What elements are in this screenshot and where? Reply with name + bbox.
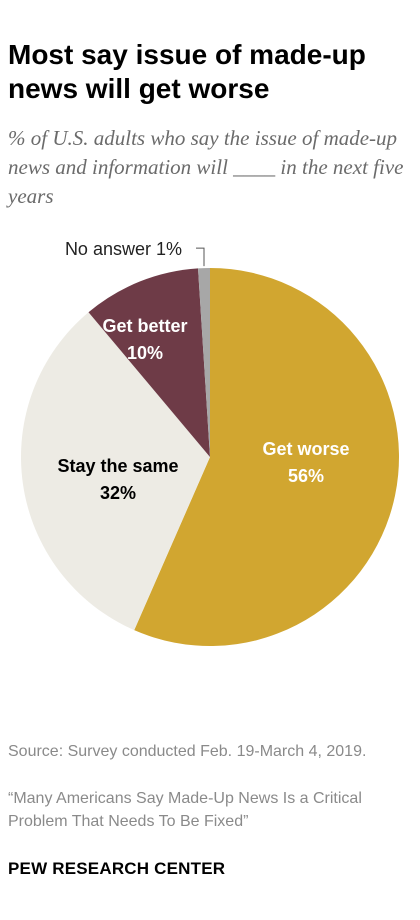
pie-slice-get-better <box>88 268 210 457</box>
slice-value-get-worse: 56% <box>288 466 324 486</box>
pie-slice-stay-the-same <box>20 312 210 631</box>
report-title: “Many Americans Say Made-Up News Is a Cr… <box>8 790 362 830</box>
chart-title: Most say issue of made-up news will get … <box>8 39 366 104</box>
source-note: Source: Survey conducted Feb. 19-March 4… <box>8 743 367 760</box>
pie-slice-get-worse <box>134 268 400 646</box>
callout-line-no-answer <box>196 247 205 267</box>
chart-subtitle: % of U.S. adults who say the issue of ma… <box>8 126 404 208</box>
slice-label-get-better: Get better <box>102 316 187 336</box>
slice-label-get-worse: Get worse <box>262 439 349 459</box>
pie-chart-svg: Get worse 56% Stay the same 32% Get better 10… <box>20 240 400 646</box>
slice-value-stay-the-same: 32% <box>100 483 136 503</box>
slice-label-stay-the-same: Stay the same <box>57 456 178 476</box>
pie-slice-no-answer <box>198 268 210 457</box>
pie-chart: Get worse 56% Stay the same 32% Get better 10… <box>0 240 420 680</box>
callout-label-no-answer: No answer 1% <box>65 240 182 259</box>
slice-value-get-better: 10% <box>127 343 163 363</box>
organization-name: PEW RESEARCH CENTER <box>8 859 226 878</box>
